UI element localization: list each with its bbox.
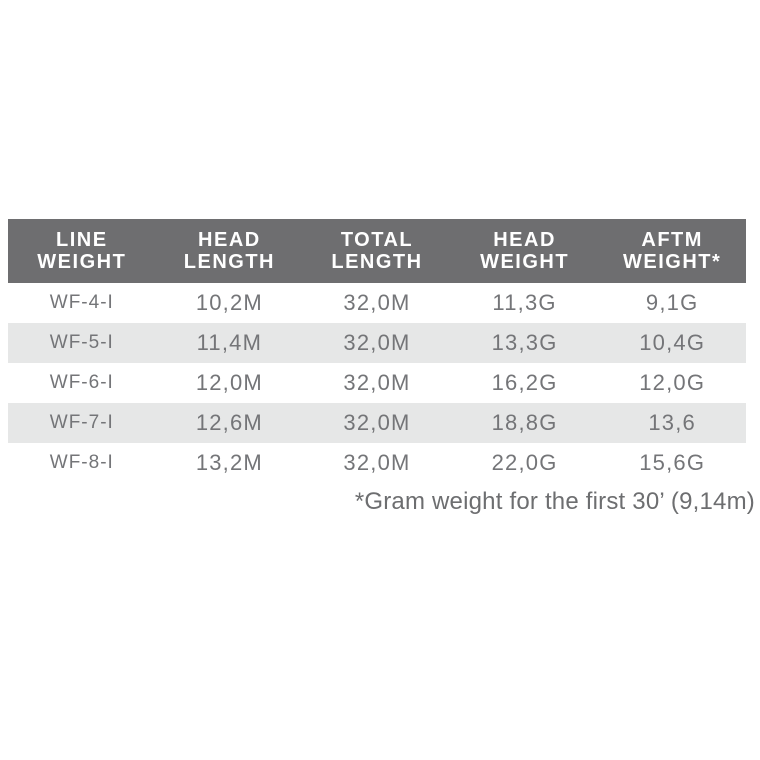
cell-total-length: 32,0M <box>343 370 411 395</box>
column-header-line2: WEIGHT <box>480 251 570 273</box>
cell-line-weight: WF-5-I <box>49 332 114 353</box>
column-header-line2: LENGTH <box>183 251 275 273</box>
cell-head-length: 12,6M <box>195 410 263 435</box>
cell-total-length: 32,0M <box>343 330 411 355</box>
cell-line-weight: WF-6-I <box>49 372 114 393</box>
column-header-line2: LENGTH <box>331 251 423 273</box>
column-header-line1: HEAD <box>198 229 261 251</box>
cell-aftm-weight: 15,6G <box>639 450 706 475</box>
column-header-head-length: HEAD LENGTH <box>156 229 304 273</box>
table-footnote: *Gram weight for the first 30’ (9,14m) <box>354 488 755 515</box>
cell-head-length: 13,2M <box>195 450 263 475</box>
cell-aftm-weight: 10,4G <box>639 330 706 355</box>
column-header-head-weight: HEAD WEIGHT <box>451 229 599 273</box>
cell-head-length: 12,0M <box>195 370 263 395</box>
column-header-total-length: TOTAL LENGTH <box>303 229 451 273</box>
line-spec-table: LINE WEIGHT HEAD LENGTH TOTAL LENGTH HEA… <box>8 219 746 483</box>
column-header-aftm-weight: AFTM WEIGHT* <box>598 229 746 273</box>
table-row-wf-5-i: WF-5-I 11,4M 32,0M 13,3G 10,4G <box>8 323 746 363</box>
cell-head-length: 11,4M <box>196 330 263 355</box>
cell-head-weight: 11,3G <box>492 290 557 315</box>
cell-head-weight: 13,3G <box>491 330 558 355</box>
cell-line-weight: WF-4-I <box>49 292 114 313</box>
table-row-wf-6-i: WF-6-I 12,0M 32,0M 16,2G 12,0G <box>8 363 746 403</box>
cell-head-weight: 22,0G <box>491 450 558 475</box>
column-header-line1: TOTAL <box>340 229 414 251</box>
cell-aftm-weight: 9,1G <box>645 290 699 315</box>
column-header-line2: WEIGHT <box>37 251 127 273</box>
column-header-line1: AFTM <box>641 229 703 251</box>
column-header-line1: LINE <box>56 229 108 251</box>
column-header-line-weight: LINE WEIGHT <box>8 229 156 273</box>
cell-aftm-weight: 13,6 <box>648 410 696 435</box>
column-header-line1: HEAD <box>493 229 556 251</box>
table-row-wf-7-i: WF-7-I 12,6M 32,0M 18,8G 13,6 <box>8 403 746 443</box>
cell-head-length: 10,2M <box>195 290 263 315</box>
cell-line-weight: WF-8-I <box>49 452 114 473</box>
cell-line-weight: WF-7-I <box>49 412 114 433</box>
table-row-wf-8-i: WF-8-I 13,2M 32,0M 22,0G 15,6G <box>8 443 746 483</box>
cell-total-length: 32,0M <box>343 410 411 435</box>
cell-total-length: 32,0M <box>343 290 411 315</box>
cell-total-length: 32,0M <box>343 450 411 475</box>
table-row-wf-4-i: WF-4-I 10,2M 32,0M 11,3G 9,1G <box>8 283 746 323</box>
column-header-line2: WEIGHT* <box>623 251 722 273</box>
cell-aftm-weight: 12,0G <box>639 370 706 395</box>
table-header-row: LINE WEIGHT HEAD LENGTH TOTAL LENGTH HEA… <box>8 219 746 283</box>
cell-head-weight: 18,8G <box>491 410 558 435</box>
cell-head-weight: 16,2G <box>491 370 558 395</box>
